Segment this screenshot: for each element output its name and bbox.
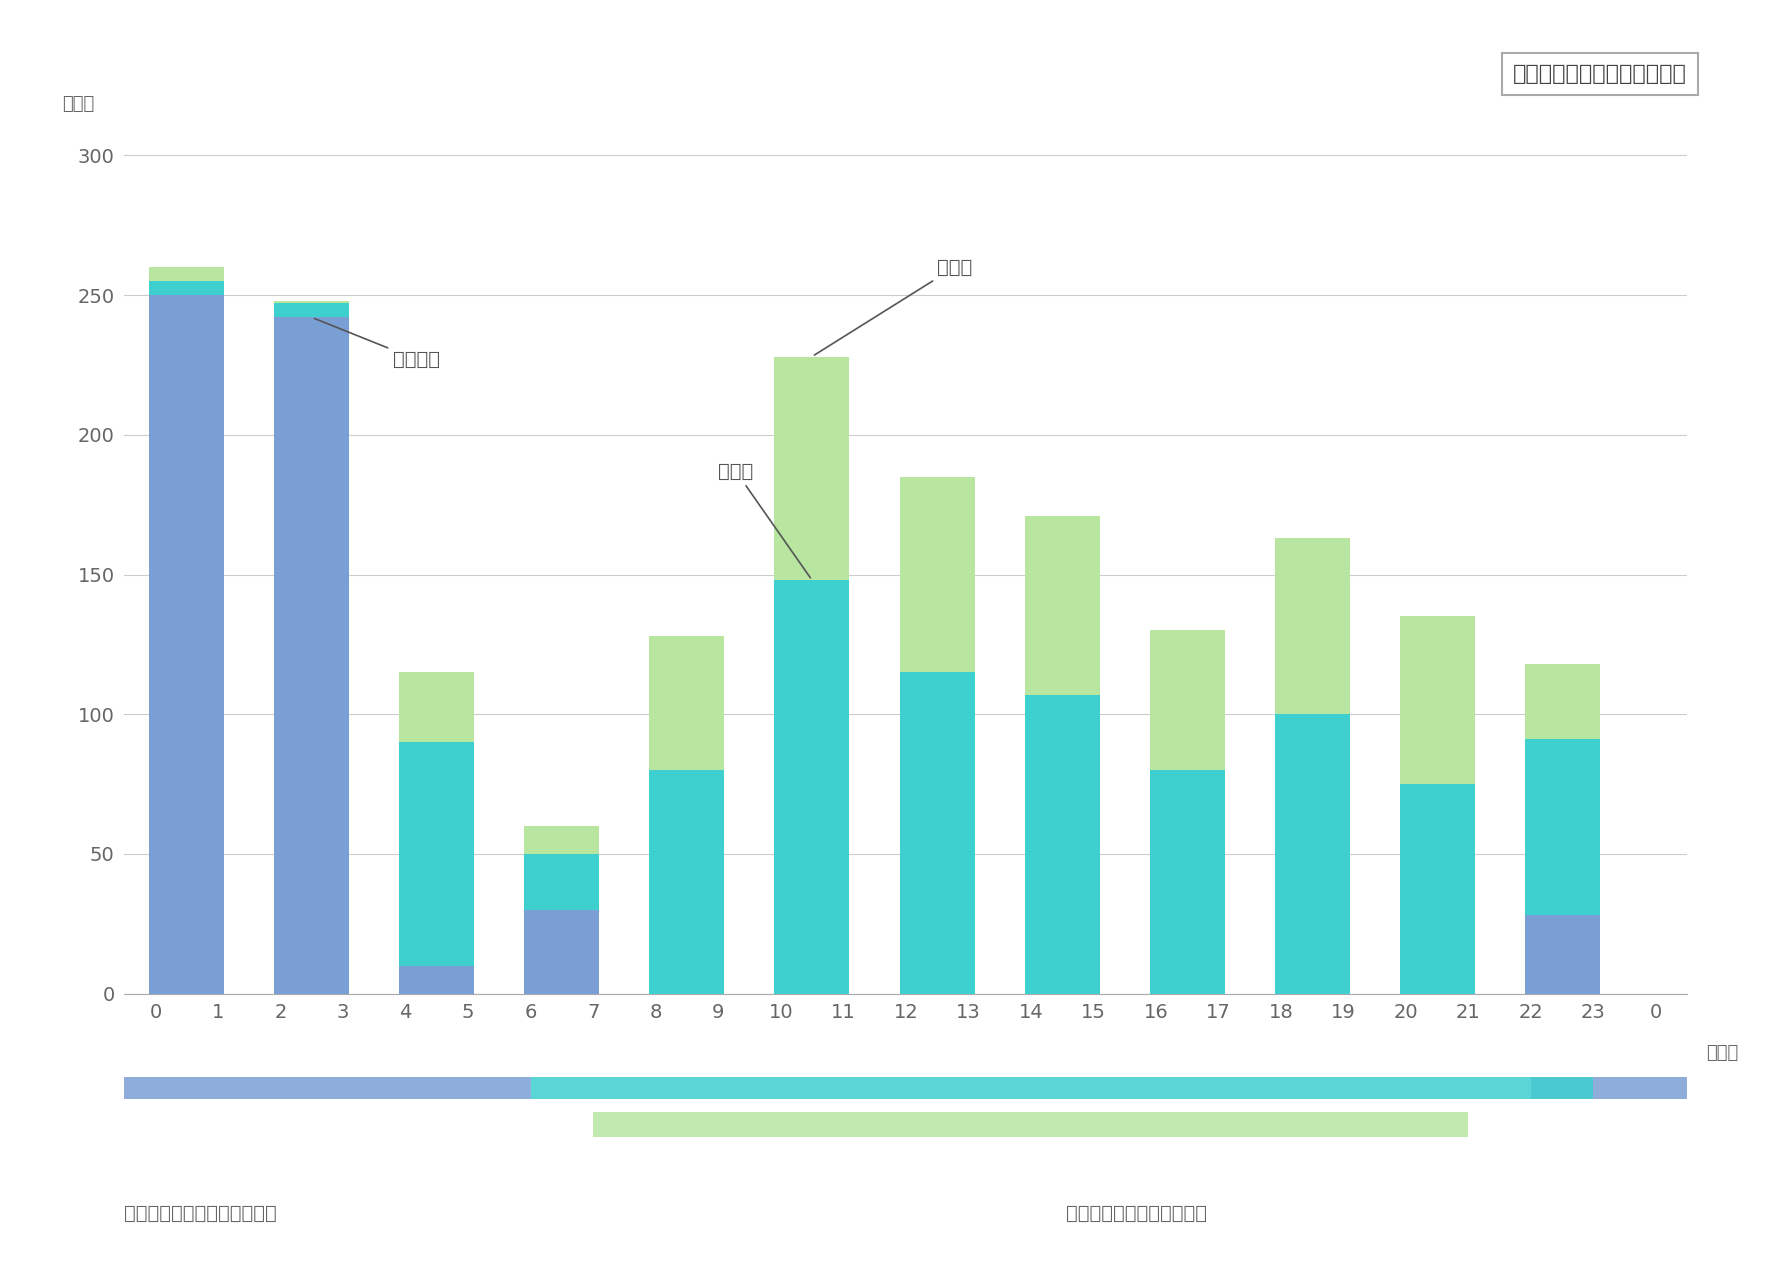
Bar <box>524 910 600 994</box>
Bar <box>1025 694 1099 994</box>
Bar <box>149 282 224 296</box>
Bar <box>1149 771 1225 994</box>
Text: 居空き: 居空き <box>815 257 971 355</box>
Bar <box>149 296 224 994</box>
Bar <box>1275 538 1350 715</box>
Text: （件）: （件） <box>62 96 94 113</box>
Bar <box>1149 631 1225 771</box>
Bar <box>274 301 350 303</box>
Bar <box>774 580 849 994</box>
Text: 空き巣: 空き巣 <box>718 461 810 578</box>
Text: 帰宅後の「居空き」に注意: 帰宅後の「居空き」に注意 <box>1066 1204 1206 1223</box>
Bar <box>124 1073 531 1098</box>
Bar <box>1275 715 1350 994</box>
Bar <box>400 673 474 743</box>
Bar <box>400 966 474 994</box>
Bar <box>400 743 474 966</box>
Bar <box>650 636 725 771</box>
Text: 忍び込み: 忍び込み <box>314 318 440 369</box>
Bar <box>524 826 600 854</box>
Text: （時）: （時） <box>1707 1043 1739 1063</box>
Bar <box>524 854 600 910</box>
Bar <box>274 317 350 994</box>
Bar <box>531 1073 1593 1098</box>
Bar <box>899 476 975 673</box>
Bar <box>274 303 350 317</box>
Bar <box>1399 784 1474 994</box>
Bar <box>650 771 725 994</box>
Bar <box>1531 1073 1687 1098</box>
Bar <box>1399 617 1474 784</box>
Bar <box>149 268 224 282</box>
Text: 就寝中は「忍び込み」に注意: 就寝中は「忍び込み」に注意 <box>124 1204 277 1223</box>
Bar <box>1524 739 1600 916</box>
Bar <box>1524 664 1600 739</box>
Bar <box>899 673 975 994</box>
Bar <box>1524 916 1600 994</box>
Bar <box>774 357 849 580</box>
Bar <box>593 1111 1469 1136</box>
Bar <box>1025 516 1099 694</box>
Text: 侵入手口別件数（２時間毎）: 侵入手口別件数（２時間毎） <box>1513 64 1687 84</box>
